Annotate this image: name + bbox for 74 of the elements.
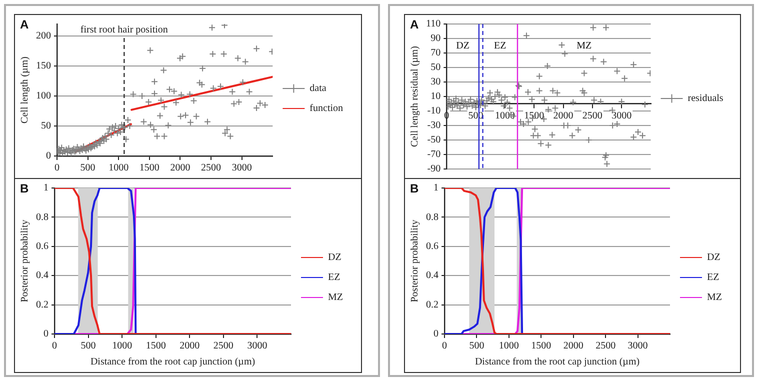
annotation: DZ xyxy=(456,40,470,52)
y-tick-label: -30 xyxy=(427,120,441,132)
y-tick-label: 0.8 xyxy=(36,212,48,223)
x-tick-label: 2000 xyxy=(553,110,574,122)
y-tick-label: -50 xyxy=(427,134,441,146)
x-tick-label: 2500 xyxy=(596,340,616,352)
y-tick-label: 90 xyxy=(430,33,441,44)
ref-line-label: first root hair position xyxy=(80,24,168,36)
x-tick-label: 2500 xyxy=(213,340,234,352)
y-axis-title: Cell length (µm) xyxy=(20,56,31,124)
y-axis-title: Cell length residual (µm) xyxy=(410,46,421,148)
text: A xyxy=(410,17,419,32)
legend-label: DZ xyxy=(328,252,342,264)
x-tick-label: 3000 xyxy=(232,162,252,174)
legend-label: EZ xyxy=(707,272,720,284)
y-tick-label: 0 xyxy=(44,328,48,340)
x-tick-label: 1500 xyxy=(139,162,160,174)
y-tick-label: 0 xyxy=(434,328,438,340)
x-tick-label: 3000 xyxy=(612,110,632,122)
x-tick-label: 2500 xyxy=(201,162,222,174)
x-tick-label: 2000 xyxy=(170,162,190,174)
x-axis-title: Distance from the root cap junction (µm) xyxy=(474,356,640,368)
y-tick-label: 0.4 xyxy=(36,270,48,282)
legend-label: data xyxy=(310,83,327,94)
x-tick-label: 2000 xyxy=(180,340,200,352)
x-tick-label: 1500 xyxy=(146,340,166,352)
x-axis-title: Distance from the root cap junction (µm) xyxy=(90,356,256,368)
y-tick-label: -10 xyxy=(427,106,441,117)
legend-label: EZ xyxy=(328,272,340,284)
x-tick-label: 1000 xyxy=(498,340,519,352)
y-tick-label: 0.4 xyxy=(426,270,438,282)
y-tick-label: -70 xyxy=(427,149,441,160)
y-tick-label: 0.2 xyxy=(36,299,48,310)
x-tick-label: 1500 xyxy=(531,340,552,352)
y-tick-label: 0.8 xyxy=(426,212,438,223)
x-tick-label: 500 xyxy=(469,340,484,352)
x-tick-label: 1000 xyxy=(112,340,132,352)
y-tick-label: 0.6 xyxy=(426,241,438,252)
x-tick-label: 2000 xyxy=(563,340,584,352)
y-tick-label: 0 xyxy=(46,150,51,162)
annotation: EZ xyxy=(494,40,506,52)
y-tick-label: 30 xyxy=(430,76,441,88)
y-tick-label: 50 xyxy=(430,62,441,74)
legend-label: DZ xyxy=(707,252,720,264)
x-tick-label: 500 xyxy=(80,340,96,352)
x-tick-label: 1000 xyxy=(108,162,129,174)
x-tick-label: 3000 xyxy=(628,340,648,352)
text: B xyxy=(20,181,29,196)
y-tick-label: 200 xyxy=(36,30,51,42)
y-tick-label: 0.2 xyxy=(426,299,438,310)
y-tick-label: 10 xyxy=(430,91,441,102)
y-tick-label: 110 xyxy=(426,18,441,30)
x-tick-label: 1500 xyxy=(524,110,544,122)
y-tick-label: 70 xyxy=(430,48,441,59)
annotation: MZ xyxy=(576,40,592,52)
x-tick-label: 3000 xyxy=(247,340,268,352)
legend-label: residuals xyxy=(688,93,724,104)
y-tick-label: 1 xyxy=(44,182,48,194)
x-tick-label: 2500 xyxy=(582,110,602,122)
y-tick-label: 1 xyxy=(434,182,438,194)
text: A xyxy=(20,17,29,32)
legend-label: MZ xyxy=(328,292,343,304)
y-tick-label: -90 xyxy=(427,164,441,175)
y-tick-label: 50 xyxy=(41,120,51,132)
y-tick-label: 0.6 xyxy=(36,241,48,252)
y-tick-label: 150 xyxy=(36,60,51,72)
legend-label: MZ xyxy=(707,292,722,304)
y-axis-title: Posterior probability xyxy=(20,220,31,302)
text: B xyxy=(410,181,419,196)
x-tick-label: 500 xyxy=(80,162,96,174)
y-axis-title: Posterior probability xyxy=(410,220,421,302)
y-tick-label: 100 xyxy=(36,90,51,102)
x-tick-label: 0 xyxy=(54,162,60,174)
legend-label: function xyxy=(310,103,344,114)
